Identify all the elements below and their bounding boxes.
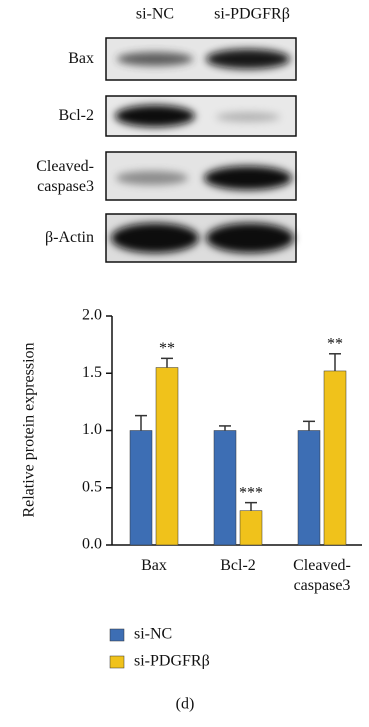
legend-swatch	[110, 629, 124, 641]
x-tick-label: Cleaved-caspase3	[287, 556, 357, 596]
significance-label: ***	[239, 484, 263, 501]
x-tick-label: Bax	[119, 556, 189, 576]
legend-swatch	[110, 656, 124, 668]
significance-label: **	[327, 335, 343, 352]
bar	[324, 371, 346, 545]
legend-label: si-PDGFRβ	[134, 653, 210, 670]
bar	[214, 431, 236, 546]
y-tick-label: 1.0	[82, 421, 102, 438]
blot-column-label: si-PDGFRβ	[214, 6, 290, 23]
y-tick-label: 0.5	[82, 478, 102, 495]
y-axis-title: Relative protein expression	[21, 342, 38, 517]
y-tick-label: 1.5	[82, 364, 102, 381]
bar	[240, 511, 262, 545]
blot-panel	[106, 38, 296, 262]
bar	[298, 431, 320, 546]
caption: (d)	[176, 696, 195, 713]
bar	[130, 431, 152, 546]
x-tick-label: Bcl-2	[203, 556, 273, 576]
y-tick-label: 0.0	[82, 536, 102, 553]
blot-column-label: si-NC	[136, 6, 174, 23]
legend-label: si-NC	[134, 626, 172, 643]
figure: si-NC si-PDGFRβ Relative protein express…	[0, 0, 369, 727]
blot-row-label: Bcl-2	[2, 106, 94, 126]
significance-label: **	[159, 340, 175, 357]
blot-row-label: β-Actin	[2, 228, 94, 248]
blot-row-label: Bax	[2, 49, 94, 69]
bar	[156, 368, 178, 545]
y-tick-label: 2.0	[82, 307, 102, 324]
blot-row-label: Cleaved-caspase3	[10, 157, 94, 197]
